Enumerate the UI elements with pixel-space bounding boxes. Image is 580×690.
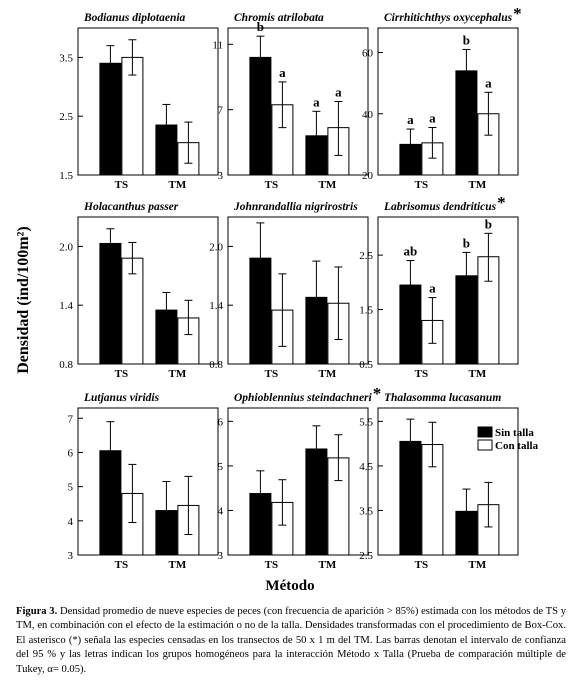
plot-frame: [77, 216, 219, 365]
x-tick-label: TS: [265, 368, 278, 380]
y-axis-label: Densidad (ind/100m²): [15, 226, 32, 374]
figure-caption: Figura 3. Densidad promedio de nueve esp…: [16, 605, 566, 677]
y-tick-label: 3: [68, 550, 74, 562]
x-tick-label: TM: [319, 179, 337, 191]
y-tick-label: 5: [68, 482, 74, 494]
subplot-title: Holacanthus passer: [83, 201, 179, 213]
y-tick-label: 0.8: [59, 359, 73, 371]
y-tick-label: 3.5: [59, 52, 73, 64]
y-tick-label: 3.5: [359, 505, 373, 517]
significance-letter: a: [407, 112, 414, 127]
y-tick-label: 6: [218, 416, 224, 428]
significance-letter: a: [485, 75, 492, 90]
subplot-title: Cirrhitichthys oxycephalus: [384, 12, 513, 24]
y-tick-label: 2.5: [359, 250, 373, 262]
x-tick-label: TS: [265, 179, 278, 191]
y-tick-label: 4.5: [359, 461, 373, 473]
x-tick-label: TS: [115, 368, 128, 380]
y-tick-label: 3: [218, 550, 224, 562]
legend-swatch-con-talla: [477, 439, 493, 451]
x-tick-label: TM: [169, 559, 187, 571]
y-tick-label: 3: [218, 170, 224, 182]
subplot-title: Lutjanus viridis: [83, 392, 160, 404]
y-tick-label: 4: [68, 516, 74, 528]
subplot-title: Bodianus diplotaenia: [83, 12, 186, 24]
plot-frame: [227, 407, 369, 556]
x-tick-label: TS: [265, 559, 278, 571]
y-tick-label: 0.8: [209, 359, 223, 371]
bar-sin-talla-ts: [99, 242, 122, 365]
y-tick-label: 2.0: [209, 241, 223, 253]
significance-letter: a: [429, 111, 436, 126]
subplot-title: Ophioblennius steindachneri: [234, 392, 373, 404]
significance-letter: a: [429, 281, 436, 296]
significance-letter: b: [257, 19, 264, 34]
y-tick-label: 11: [212, 39, 223, 51]
y-tick-label: 1.4: [59, 300, 73, 312]
figure: 1.5 2.5 3.5 TS TM Bodianus diplotaenia b a a a 3 7 1…: [4, 4, 539, 594]
plot-frame: [377, 407, 519, 556]
y-tick-label: 60: [362, 48, 374, 60]
asterisk-marker: *: [497, 193, 506, 212]
x-tick-label: TS: [415, 559, 428, 571]
x-axis-label: Método: [265, 578, 315, 594]
asterisk-marker: *: [373, 384, 382, 403]
significance-letter: ab: [404, 244, 418, 259]
plot-frame: [227, 27, 369, 176]
x-tick-label: TS: [415, 368, 428, 380]
plot-frame: [77, 407, 219, 556]
significance-letter: b: [485, 216, 492, 231]
y-tick-label: 2.5: [359, 550, 373, 562]
subplot-title: Chromis atrilobata: [234, 12, 324, 24]
y-tick-label: 20: [362, 170, 374, 182]
y-tick-label: 2.0: [59, 241, 73, 253]
y-tick-label: 5.5: [359, 416, 373, 428]
y-tick-label: 0.5: [359, 359, 373, 371]
plot-frame: [377, 27, 519, 176]
plot-frame: [77, 27, 219, 176]
legend-label-con-talla: Con talla: [495, 440, 539, 452]
plot-frame: [377, 216, 519, 365]
y-tick-label: 7: [218, 105, 224, 117]
x-tick-label: TS: [115, 559, 128, 571]
y-tick-label: 7: [68, 413, 74, 425]
x-tick-label: TM: [469, 559, 487, 571]
subplot-title: Thalasomma lucasanum: [384, 392, 501, 404]
caption-label: Figura 3.: [16, 606, 58, 617]
x-tick-label: TM: [319, 559, 337, 571]
significance-letter: b: [463, 235, 470, 250]
y-tick-label: 40: [362, 109, 374, 121]
x-tick-label: TM: [169, 179, 187, 191]
x-tick-label: TM: [469, 179, 487, 191]
x-tick-label: TM: [319, 368, 337, 380]
y-tick-label: 2.5: [59, 111, 73, 123]
subplot-title: Johnrandallia nigrirostris: [233, 201, 358, 213]
significance-letter: a: [279, 65, 286, 80]
significance-letter: a: [335, 85, 342, 100]
caption-text: Densidad promedio de nueve especies de p…: [16, 606, 567, 675]
significance-letter: b: [463, 32, 470, 47]
subplot-title: Labrisomus dendriticus: [383, 201, 497, 213]
y-tick-label: 1.4: [209, 300, 223, 312]
y-tick-label: 1.5: [359, 305, 373, 317]
y-axis-label-container: Densidad (ind/100m²): [4, 150, 44, 450]
x-tick-label: TM: [469, 368, 487, 380]
x-tick-label: TS: [415, 179, 428, 191]
legend-label-sin-talla: Sin talla: [495, 427, 534, 439]
x-tick-label: TS: [115, 179, 128, 191]
asterisk-marker: *: [513, 4, 522, 23]
y-tick-label: 5: [218, 461, 224, 473]
legend-swatch-sin-talla: [477, 426, 493, 438]
y-tick-label: 6: [68, 447, 74, 459]
y-tick-label: 4: [218, 505, 224, 517]
x-tick-label: TM: [169, 368, 187, 380]
significance-letter: a: [313, 94, 320, 109]
plot-frame: [227, 216, 369, 365]
y-tick-label: 1.5: [59, 170, 73, 182]
